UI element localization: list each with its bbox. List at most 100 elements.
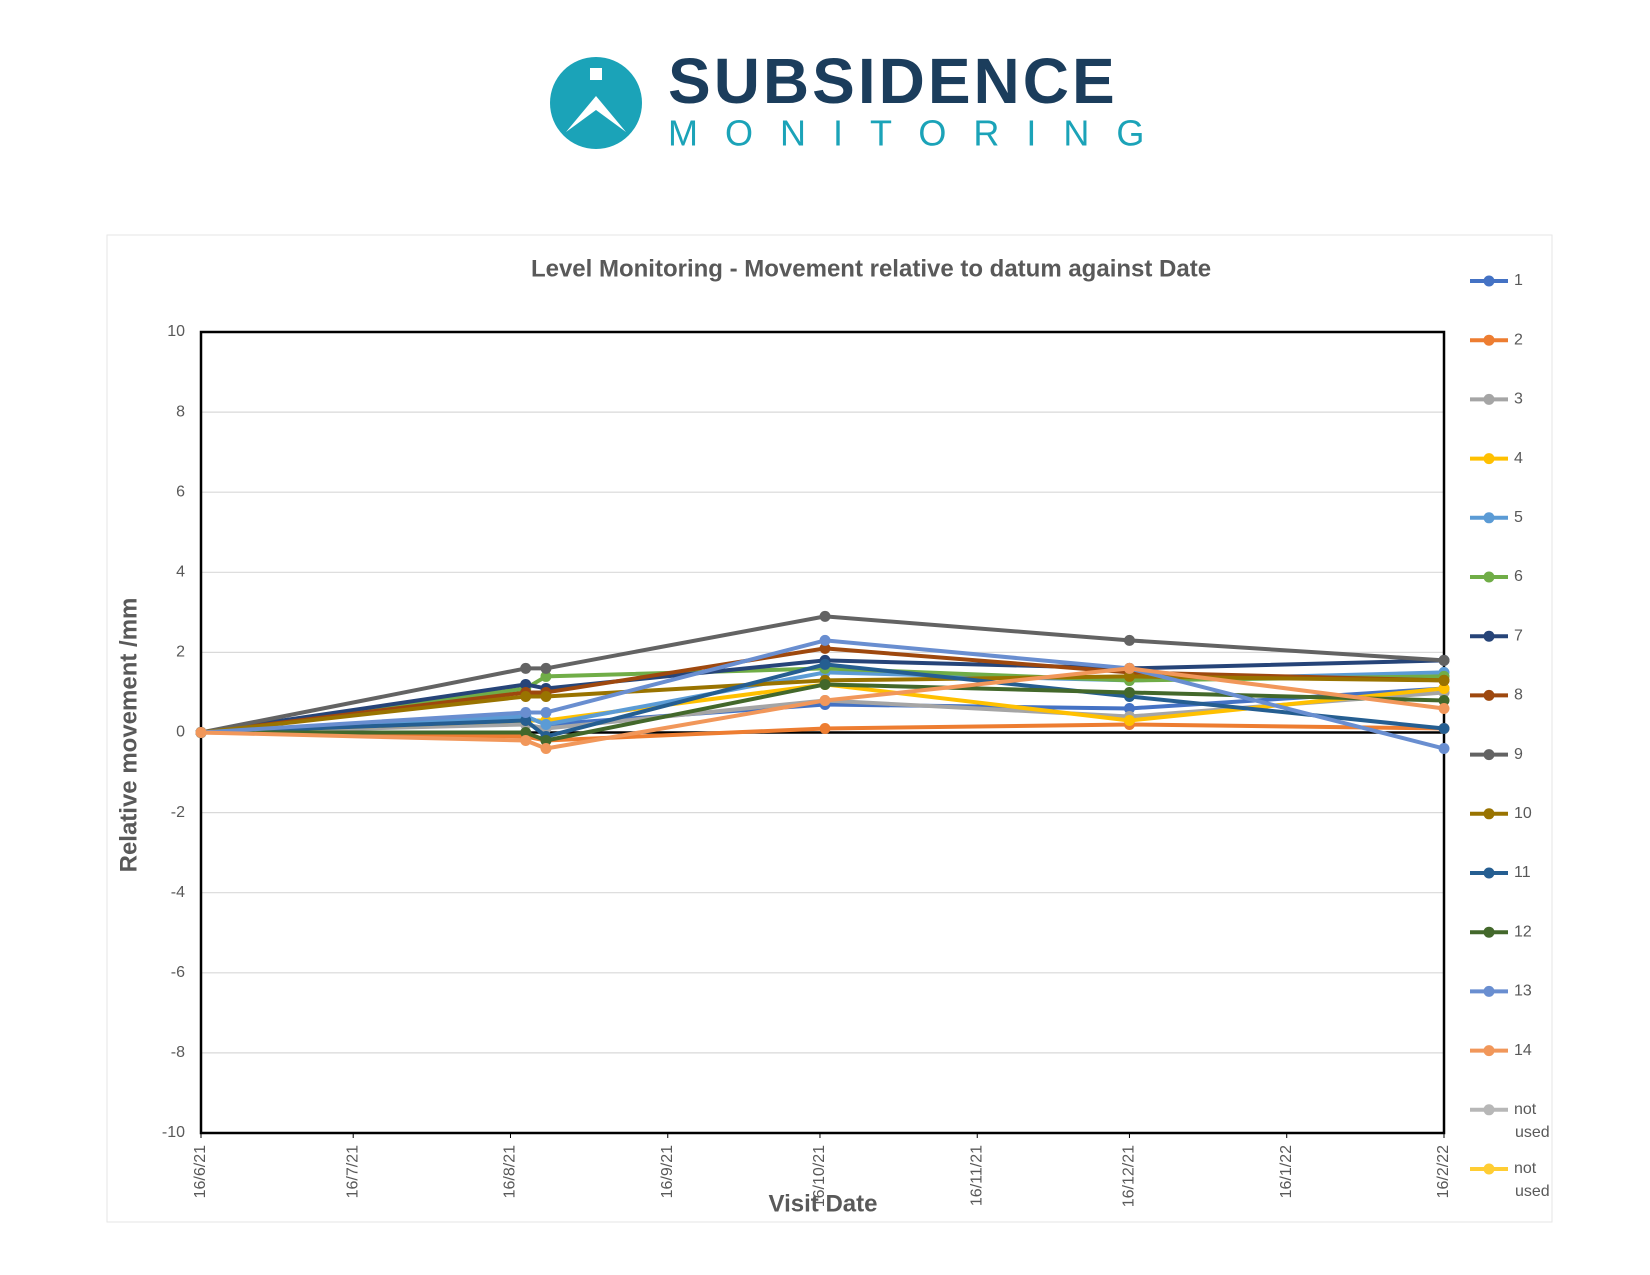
- data-point: [819, 722, 831, 734]
- series-line: [200, 638, 1445, 751]
- legend-label: 5: [1514, 509, 1523, 526]
- legend-item: 2: [1470, 331, 1523, 348]
- series-line: [201, 682, 1445, 743]
- legend-item: 5: [1470, 509, 1523, 526]
- legend-item: 7: [1470, 627, 1523, 644]
- series-line: [200, 662, 1445, 739]
- legend-label: 12: [1514, 923, 1532, 940]
- data-point: [819, 678, 831, 690]
- legend-marker: [1483, 571, 1495, 583]
- y-tick-label: 4: [176, 564, 185, 581]
- data-point: [819, 634, 831, 646]
- legend-label: 1: [1514, 272, 1523, 289]
- legend-marker: [1483, 453, 1495, 465]
- logo-title: SUBSIDENCE: [668, 45, 1118, 117]
- data-point: [1438, 654, 1450, 666]
- legend-label: 4: [1514, 450, 1523, 467]
- data-point: [1438, 702, 1450, 714]
- y-tick-label: -4: [171, 884, 185, 901]
- data-point: [1123, 662, 1135, 674]
- y-tick-label: 2: [176, 644, 185, 661]
- legend-label: 13: [1514, 983, 1532, 1000]
- data-point: [540, 743, 552, 755]
- legend-marker: [1483, 275, 1495, 287]
- legend-marker: [1483, 926, 1495, 938]
- y-tick-label: -10: [162, 1124, 185, 1141]
- series-line: [200, 614, 1445, 735]
- data-point: [520, 727, 532, 738]
- y-tick-label: 0: [176, 724, 185, 741]
- data-point: [520, 690, 532, 702]
- data-point: [819, 610, 831, 622]
- legend-item: 11: [1470, 864, 1531, 881]
- legend-item: 4: [1470, 450, 1523, 467]
- data-point: [520, 662, 532, 674]
- legend-item: 14: [1470, 1042, 1532, 1059]
- legend-item: 10: [1470, 805, 1532, 822]
- legend-item: 9: [1470, 746, 1523, 763]
- chart-panel: [106, 234, 1553, 1223]
- legend-label: not used: [1514, 1160, 1550, 1200]
- y-tick-label: -6: [171, 964, 185, 981]
- legend-label: 11: [1514, 864, 1531, 881]
- legend-label: 14: [1514, 1042, 1532, 1059]
- x-tick-label: 16/7/21: [344, 1145, 361, 1198]
- legend-label: 6: [1514, 568, 1523, 585]
- data-point: [1438, 743, 1450, 755]
- legend-item: 3: [1470, 391, 1523, 408]
- legend-label: 2: [1514, 331, 1523, 348]
- data-point: [1123, 702, 1135, 714]
- plot: -10 -8 -6 -4 -2 0 2 4 6 8 10 16/6/21 16/7/21 16/8/21 1…: [162, 272, 1550, 1207]
- legend-marker: [1483, 1163, 1495, 1175]
- legend-marker: [1483, 1045, 1495, 1057]
- data-point: [1123, 670, 1135, 682]
- x-tick-label: 16/9/21: [659, 1145, 676, 1198]
- legend-item: not used: [1470, 1101, 1550, 1141]
- data-point: [520, 678, 532, 690]
- data-point: [1438, 674, 1450, 686]
- data-point: [520, 706, 532, 718]
- y-axis-title: Relative movement /mm: [115, 598, 142, 873]
- x-tick-label: 16/6/21: [192, 1145, 209, 1198]
- data-point: [1438, 694, 1450, 706]
- legend-item: 12: [1470, 923, 1532, 940]
- legend-marker: [1483, 1104, 1495, 1116]
- y-tick-label: -2: [171, 804, 185, 821]
- logo-tripod: [566, 72, 626, 132]
- legend-item: 13: [1470, 983, 1532, 1000]
- legend-item: 8: [1470, 687, 1523, 704]
- x-tick-label: 16/8/21: [502, 1145, 519, 1198]
- legend-marker: [1483, 393, 1495, 405]
- legend-label: not used: [1514, 1101, 1550, 1141]
- x-tick-label: 16/10/21: [811, 1145, 828, 1207]
- data-point: [1123, 634, 1135, 646]
- data-point: [1123, 714, 1135, 726]
- legend-marker: [1483, 749, 1495, 761]
- x-tick-label: 16/12/21: [1121, 1145, 1138, 1207]
- data-point: [1438, 682, 1450, 694]
- data-point: [520, 735, 532, 747]
- data-point: [520, 714, 532, 726]
- data-point: [540, 690, 552, 702]
- legend-label: 9: [1514, 746, 1523, 763]
- legend-marker: [1483, 867, 1495, 879]
- x-tick-label: 16/11/21: [968, 1145, 985, 1206]
- y-tick-label: 8: [176, 403, 185, 420]
- data-point: [540, 662, 552, 674]
- y-tick-label: 6: [176, 483, 185, 500]
- legend-marker: [1483, 689, 1495, 701]
- legend-label: 3: [1514, 391, 1523, 408]
- logo: SUBSIDENCE MONITORING: [550, 45, 1144, 154]
- chart-title: Level Monitoring - Movement relative to …: [531, 255, 1211, 282]
- y-tick-label: -8: [171, 1044, 185, 1061]
- data-point: [540, 735, 552, 747]
- x-axis-title: Visit Date: [769, 1190, 878, 1217]
- data-point: [1123, 686, 1135, 698]
- data-point: [819, 658, 831, 670]
- y-tick-label: 10: [167, 323, 185, 340]
- legend-marker: [1483, 985, 1495, 997]
- legend-item: not used: [1470, 1160, 1550, 1200]
- data-point: [540, 706, 552, 718]
- data-point: [540, 718, 552, 730]
